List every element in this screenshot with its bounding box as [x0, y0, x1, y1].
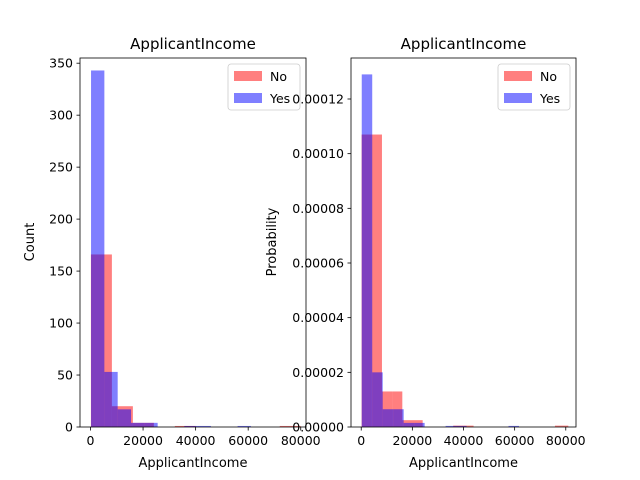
legend-swatch-no: [234, 71, 262, 81]
right-subplot-probability: 0 20000 40000 60000 800000.000000.000020.000…: [265, 35, 586, 471]
series-yes: [361, 74, 519, 427]
bar-yes-2: [117, 409, 132, 427]
x-tick-label: 80000: [546, 433, 586, 448]
y-tick-label: 50: [57, 368, 73, 383]
bar-yes-8: [445, 425, 457, 427]
axes-frame: [79, 57, 307, 428]
y-tick-label: 0.00002: [292, 365, 344, 380]
y-tick-label: 150: [49, 264, 73, 279]
bar-no-10: [463, 425, 474, 427]
series-yes: [91, 70, 251, 427]
bar-yes-0: [91, 70, 105, 427]
bar-yes-3: [393, 409, 404, 427]
legend: No Yes: [497, 63, 571, 111]
bar-yes-11: [237, 425, 251, 427]
x-tick-label: 40000: [176, 433, 216, 448]
legend: No Yes: [227, 63, 301, 111]
bar-yes-3: [131, 422, 145, 427]
legend-swatch-yes: [234, 93, 262, 103]
legend-label-no: No: [540, 69, 557, 84]
legend-label-yes: Yes: [269, 91, 290, 106]
bar-yes-1: [372, 372, 383, 427]
left-subplot-count: 0 20000 40000 60000 80000 0 50 100 150 200 250 300 3…: [23, 35, 321, 471]
y-tick-label: 0: [65, 420, 73, 435]
bar-yes-2: [382, 409, 394, 427]
bar-yes-0: [361, 74, 373, 427]
y-tick-label: 250: [49, 160, 73, 175]
legend-swatch-no: [504, 71, 532, 81]
x-tick-label: 20000: [123, 433, 163, 448]
bar-yes-9: [456, 425, 467, 427]
y-tick-label: 0.00010: [292, 146, 344, 161]
bar-yes-4: [403, 422, 415, 427]
chart-title: ApplicantIncome: [401, 35, 527, 53]
x-tick-label: 40000: [444, 433, 484, 448]
x-tick-label: 0: [357, 433, 365, 448]
y-tick-label: 0.00000: [292, 420, 344, 435]
bar-no-9: [279, 425, 301, 427]
x-tick-label: 0: [87, 433, 95, 448]
bar-yes-1: [104, 371, 118, 427]
y-tick-label: 0.00008: [292, 201, 344, 216]
x-axis-label: ApplicantIncome: [139, 456, 248, 471]
bar-yes-14: [508, 425, 519, 427]
bar-no-19: [554, 425, 569, 427]
histogram-bars: [90, 70, 301, 427]
x-tick-label: 80000: [281, 433, 321, 448]
chart-title: ApplicantIncome: [130, 35, 256, 53]
bar-yes-7: [184, 425, 198, 427]
y-axis-label: Probability: [265, 207, 280, 276]
y-axis-label: Count: [23, 223, 38, 262]
y-tick-label: 0.00004: [292, 310, 344, 325]
bar-yes-5: [414, 422, 425, 427]
y-tick-label: 0.00012: [292, 92, 344, 107]
y-tick-label: 100: [49, 316, 73, 331]
bar-no-1: [371, 134, 382, 427]
x-axis-label: ApplicantIncome: [409, 456, 518, 471]
legend-label-no: No: [270, 69, 287, 84]
x-tick-label: 60000: [228, 433, 268, 448]
x-tick-label: 20000: [392, 433, 432, 448]
y-tick-label: 350: [49, 56, 73, 71]
legend-swatch-yes: [504, 93, 532, 103]
legend-label-yes: Yes: [539, 91, 560, 106]
y-tick-label: 0.00006: [292, 256, 344, 271]
histogram-bars: [361, 74, 569, 427]
x-tick-label: 60000: [495, 433, 535, 448]
bar-yes-4: [144, 422, 158, 427]
y-tick-label: 300: [49, 108, 73, 123]
y-tick-label: 200: [49, 212, 73, 227]
bar-yes-8: [197, 425, 211, 427]
